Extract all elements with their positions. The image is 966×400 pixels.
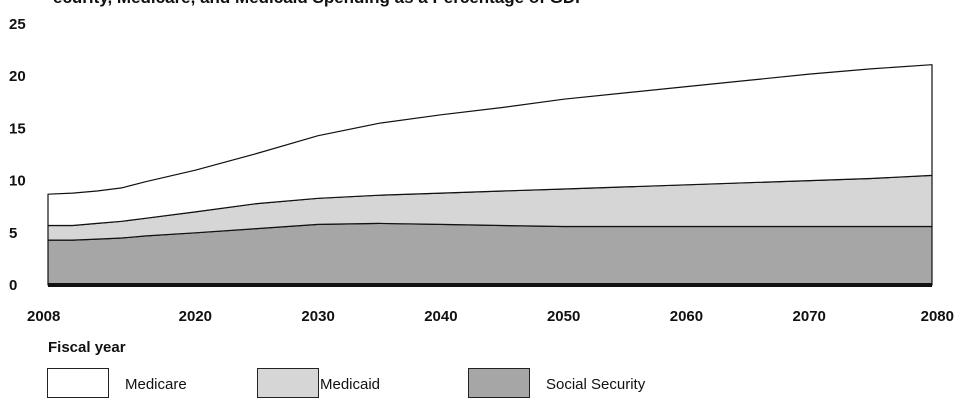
legend-label-social-security: Social Security: [546, 376, 646, 393]
chart-title: ecurity, Medicare, and Medicaid Spending…: [53, 0, 586, 7]
x-tick-label: 2008: [27, 308, 60, 325]
x-tick-label: 2020: [179, 308, 212, 325]
legend-label-medicaid: Medicaid: [320, 376, 381, 393]
x-axis-label: Fiscal year: [48, 339, 126, 356]
y-tick-label: 5: [9, 225, 17, 242]
legend-swatch-medicare: [47, 368, 109, 398]
x-tick-label: 2070: [793, 308, 826, 325]
legend-label-medicare: Medicare: [125, 376, 187, 393]
x-tick-label: 2080: [921, 308, 954, 325]
x-tick-label: 2060: [670, 308, 703, 325]
y-tick-label: 15: [9, 120, 26, 137]
x-tick-label: 2050: [547, 308, 580, 325]
x-tick-label: 2030: [301, 308, 334, 325]
y-tick-label: 25: [9, 16, 26, 33]
y-tick-label: 0: [9, 277, 17, 294]
y-tick-label: 20: [9, 68, 26, 85]
area-medicare: [47, 64, 933, 227]
x-tick-label: 2040: [424, 308, 457, 325]
y-tick-label: 10: [9, 173, 26, 190]
legend-swatch-medicaid: [257, 368, 319, 398]
legend-swatch-social-security: [468, 368, 530, 398]
